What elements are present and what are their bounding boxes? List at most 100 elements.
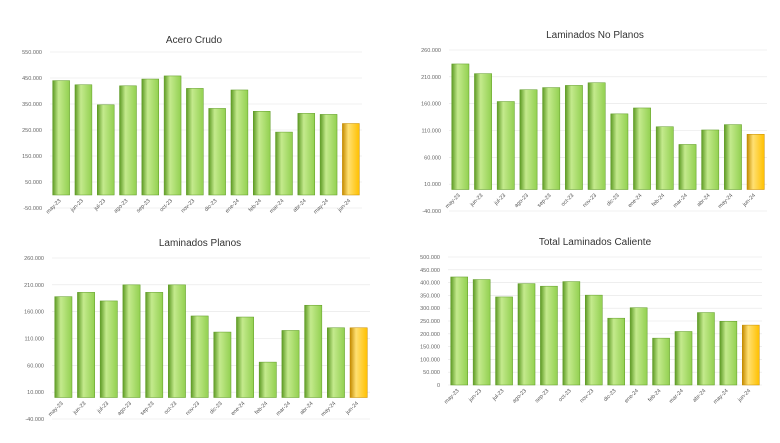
y-tick-label: 0: [437, 383, 440, 389]
x-tick-label: oct-23: [163, 401, 178, 416]
y-tick-label: 210.000: [24, 283, 44, 289]
x-tick-label: ene-24: [224, 198, 240, 214]
x-tick-label: may-24: [320, 401, 337, 418]
y-tick-label: 260.000: [421, 48, 441, 54]
y-tick-label: 260.000: [24, 256, 44, 262]
x-tick-label: may-24: [713, 388, 730, 405]
x-tick-label: jun-23: [469, 193, 485, 209]
bar: [472, 279, 491, 386]
x-tick-label: mar-24: [672, 193, 689, 210]
bar: [186, 88, 204, 196]
y-tick-label: 500.000: [420, 255, 440, 261]
bar: [562, 281, 581, 386]
x-tick-label: jun-24: [736, 388, 752, 404]
bar: [281, 330, 300, 398]
bar: [122, 284, 141, 398]
y-tick-label: 160.000: [421, 102, 441, 108]
y-tick-label: 60.000: [424, 155, 441, 161]
bar: [678, 144, 697, 190]
bar: [77, 292, 95, 398]
y-tick-label: 10.000: [424, 182, 441, 188]
y-tick-label: 210.000: [421, 75, 441, 81]
bar: [655, 126, 674, 190]
x-tick-label: ago-23: [514, 193, 530, 209]
x-tick-label: dic-23: [204, 198, 219, 213]
bar: [97, 104, 115, 196]
chart-svg: Laminados No Planos -40.000 10.000 60.000 11…: [421, 30, 767, 215]
bar: [74, 84, 93, 196]
y-tick-label: 50.000: [25, 180, 42, 186]
bar: [519, 89, 538, 190]
x-tick-label: feb-24: [647, 388, 662, 403]
x-tick-label: mar-24: [275, 401, 292, 418]
x-tick-label: oct-23: [558, 388, 573, 403]
x-tick-label: jun-23: [467, 388, 483, 404]
bar: [253, 111, 271, 196]
x-tick-label: ago-23: [117, 401, 133, 417]
y-tick-label: 300.000: [420, 306, 440, 312]
y-tick-label: 400.000: [420, 281, 440, 287]
bar: [297, 113, 316, 196]
x-tick-label: feb-24: [248, 198, 263, 213]
x-tick-label: feb-24: [254, 401, 269, 416]
y-tick-label: 110.000: [422, 129, 441, 135]
bar: [697, 312, 715, 386]
x-tick-label: ene-24: [627, 193, 643, 209]
x-tick-label: abr-24: [292, 198, 307, 213]
bar: [319, 114, 338, 196]
bar: [213, 331, 232, 398]
y-tick-label: 450.000: [22, 76, 42, 82]
x-tick-label: dic-23: [209, 401, 224, 416]
bar: [540, 285, 558, 386]
bar: [517, 283, 536, 386]
bar: [724, 124, 742, 190]
x-tick-label: may-24: [313, 198, 330, 215]
x-tick-label: nov-23: [582, 193, 598, 209]
x-tick-label: mar-24: [269, 198, 286, 215]
chart-laminados-planos: Laminados Planos -40.000 10.000 60.000 110.0…: [0, 234, 375, 434]
x-tick-label: nov-23: [579, 388, 595, 404]
chart-svg: Acero Crudo -50.000 50.000 150.000 250.000 35…: [22, 35, 362, 215]
y-tick-label: 100.000: [420, 357, 440, 363]
bar: [542, 87, 561, 190]
x-tick-label: nov-23: [180, 198, 196, 214]
bar: [168, 284, 186, 398]
y-tick-label: 200.000: [420, 332, 440, 338]
bar: [190, 315, 209, 398]
bar: [474, 73, 492, 190]
x-tick-label: jun-24: [337, 198, 353, 214]
bar: [163, 75, 182, 196]
y-tick-label: -40.000: [422, 209, 441, 215]
y-tick-label: 450.000: [420, 268, 440, 274]
x-tick-label: jul-23: [491, 388, 505, 402]
x-tick-label: nov-23: [185, 401, 201, 417]
x-tick-label: oct-23: [560, 193, 575, 208]
x-tick-label: jun-24: [741, 193, 757, 209]
chart-laminados-no-planos: Laminados No Planos -40.000 10.000 60.000 11…: [405, 27, 780, 222]
bar: [230, 89, 249, 196]
x-tick-label: jul-23: [96, 401, 110, 415]
y-tick-label: 60.000: [27, 363, 44, 369]
y-tick-label: 250.000: [22, 128, 42, 134]
bar: [275, 131, 293, 196]
y-tick-label: 50.000: [423, 370, 440, 376]
x-tick-label: sep-23: [136, 198, 152, 214]
y-tick-label: 160.000: [24, 310, 44, 316]
chart-title: Total Laminados Caliente: [539, 237, 652, 248]
bar: [607, 317, 625, 386]
bar-highlight: [742, 324, 760, 386]
bar: [327, 327, 345, 398]
bar: [652, 337, 670, 386]
chart-svg: Laminados Planos -40.000 10.000 60.000 110.0…: [24, 238, 370, 423]
x-tick-label: oct-23: [159, 198, 174, 213]
chart-acero-crudo: Acero Crudo -50.000 50.000 150.000 250.000 35…: [0, 30, 370, 220]
bar: [145, 292, 164, 398]
bar: [99, 300, 118, 398]
y-tick-label: 10.000: [27, 390, 44, 396]
bar: [451, 63, 470, 190]
bar-highlight: [342, 123, 360, 196]
x-tick-label: abr-24: [696, 193, 711, 208]
x-tick-label: ago-23: [113, 198, 129, 214]
bar: [141, 78, 160, 196]
chart-title: Laminados No Planos: [546, 30, 644, 41]
